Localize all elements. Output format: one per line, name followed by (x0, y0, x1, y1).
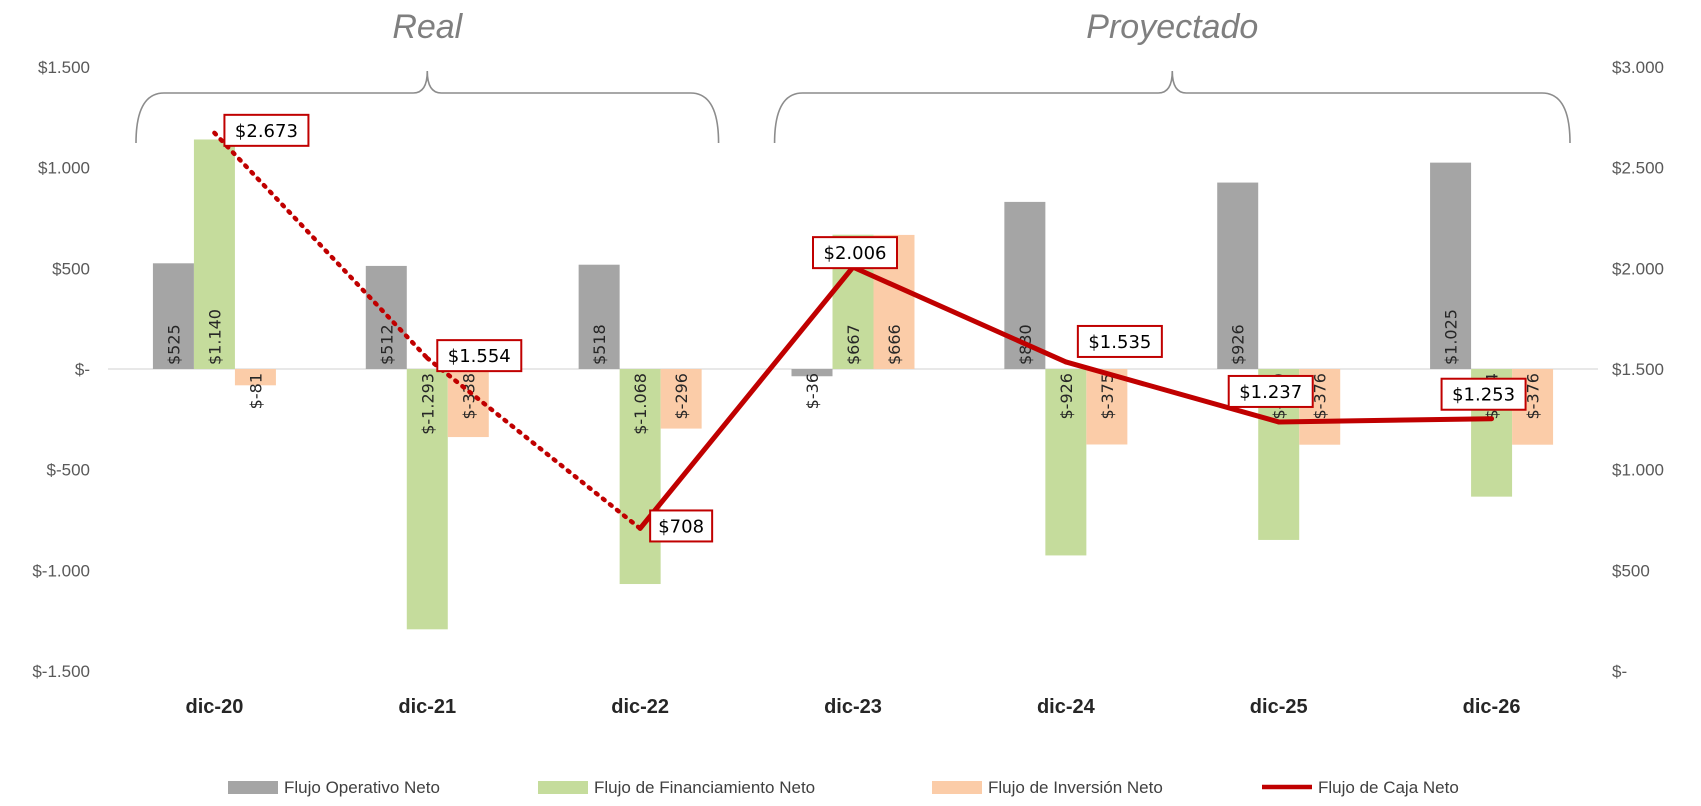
bar (152, 263, 194, 369)
axes: $1.500 $1.000 $500 $- $-500 $-1.000 $-1.500 $3.… (32, 58, 1664, 681)
line-data-label-box (812, 236, 898, 270)
legend-label: Flujo de Financiamiento Neto (594, 778, 815, 797)
bar-data-label: $-1.293 (418, 373, 437, 435)
right-axis-tick-label: $2.500 (1612, 159, 1664, 178)
bar-data-label: $-81 (246, 373, 265, 409)
line-data-label: $2.006 (824, 243, 887, 264)
bar-data-label: $-338 (459, 373, 478, 420)
bar (1430, 162, 1472, 369)
line-segment (850, 264, 1069, 365)
left-axis-tick-label: $1.500 (38, 58, 90, 77)
line-data-label-box (1076, 324, 1163, 358)
line-data-label: $708 (658, 516, 704, 537)
bar (1045, 369, 1087, 556)
line-data-label: $1.535 (1088, 332, 1151, 353)
group-label: Proyectado (1086, 8, 1258, 46)
category-label: dic-22 (611, 696, 669, 718)
left-axis-tick-label: $-1.500 (32, 662, 90, 681)
bar-data-label: $525 (164, 324, 183, 365)
bar-data-label: $-376 (1524, 373, 1543, 420)
right-axis-tick-label: $1.000 (1612, 461, 1664, 480)
group-brace (773, 70, 1571, 144)
left-axis-tick-label: $- (75, 360, 90, 379)
legend-swatch (538, 781, 588, 794)
left-axis-tick-label: $500 (52, 259, 90, 278)
category-label: dic-24 (1037, 696, 1096, 718)
bar-data-label: $926 (1229, 324, 1248, 365)
right-axis-tick-label: $500 (1612, 561, 1650, 580)
bar-data-label: $-376 (1311, 373, 1330, 420)
bar-data-label: $1.025 (1442, 309, 1461, 365)
bars (152, 139, 1554, 630)
bar (406, 369, 448, 630)
line-segment (1276, 416, 1495, 425)
category-label: dic-25 (1250, 696, 1308, 718)
category-labels: dic-20 dic-21 dic-22 dic-23 dic-24 dic-25 dic-… (186, 696, 1521, 718)
group-label: Real (392, 8, 463, 46)
line-segment-dotted (425, 355, 643, 531)
bar-data-labels: $525$512$518$-36$830$926$1.025$1.140$-1.… (164, 309, 1542, 435)
bar-data-label: $667 (844, 324, 863, 365)
left-axis-tick-label: $-1.000 (32, 561, 90, 580)
category-label: dic-23 (824, 696, 882, 718)
line-data-labels: $2.673 $1.554 $708 $2.006 $1.535 $1.237 $1.253 (223, 113, 1527, 543)
left-axis-tick-label: $1.000 (38, 159, 90, 178)
category-label: dic-26 (1463, 696, 1521, 718)
line-data-label-box (1227, 374, 1314, 408)
line-segment (637, 264, 856, 531)
bar (660, 369, 702, 429)
bar-data-label: $-296 (672, 373, 691, 420)
line-data-label: $1.253 (1452, 385, 1515, 406)
right-axis-tick-label: $2.000 (1612, 259, 1664, 278)
right-axis-tick-label: $- (1612, 662, 1627, 681)
bar-data-label: $-36 (803, 373, 822, 409)
period-groups: Real Proyectado (135, 8, 1571, 144)
legend-label: Flujo de Caja Neto (1318, 778, 1459, 797)
line-data-label-box (1440, 377, 1527, 411)
bar-data-label: $1.140 (205, 309, 224, 365)
bar (1086, 369, 1128, 445)
category-label: dic-21 (398, 696, 456, 718)
legend: Flujo Operativo Neto Flujo de Financiamie… (228, 778, 1459, 797)
line-data-label-box (649, 509, 714, 543)
line-data-label: $2.673 (235, 121, 298, 142)
bar-data-label: $-375 (1098, 373, 1117, 420)
right-axis-tick-label: $3.000 (1612, 58, 1664, 77)
right-axis-tick-label: $1.500 (1612, 360, 1664, 379)
group-brace (135, 70, 720, 144)
legend-swatch (228, 781, 278, 794)
bar (578, 264, 620, 369)
bar-data-label: $512 (377, 324, 396, 365)
category-label: dic-20 (186, 696, 244, 718)
bar-data-label: $666 (885, 324, 904, 365)
line-data-label: $1.554 (448, 346, 511, 367)
bar (234, 369, 276, 386)
line-data-label: $1.237 (1239, 382, 1302, 403)
net-cash-line (212, 130, 1495, 531)
legend-label: Flujo de Inversión Neto (988, 778, 1163, 797)
bar (1217, 182, 1259, 369)
line-segment (1063, 359, 1282, 425)
line-segment-dotted (212, 130, 430, 361)
bar (193, 139, 235, 369)
line-data-label-box (436, 339, 523, 373)
bar (791, 369, 833, 377)
bar (619, 369, 661, 585)
legend-label: Flujo Operativo Neto (284, 778, 440, 797)
legend-swatch (932, 781, 982, 794)
bar-data-label: $-1.068 (631, 373, 650, 435)
bar-data-label: $518 (590, 324, 609, 365)
bar-data-label: $-926 (1057, 373, 1076, 420)
left-axis-tick-label: $-500 (47, 461, 90, 480)
line-data-label-box (223, 113, 310, 147)
